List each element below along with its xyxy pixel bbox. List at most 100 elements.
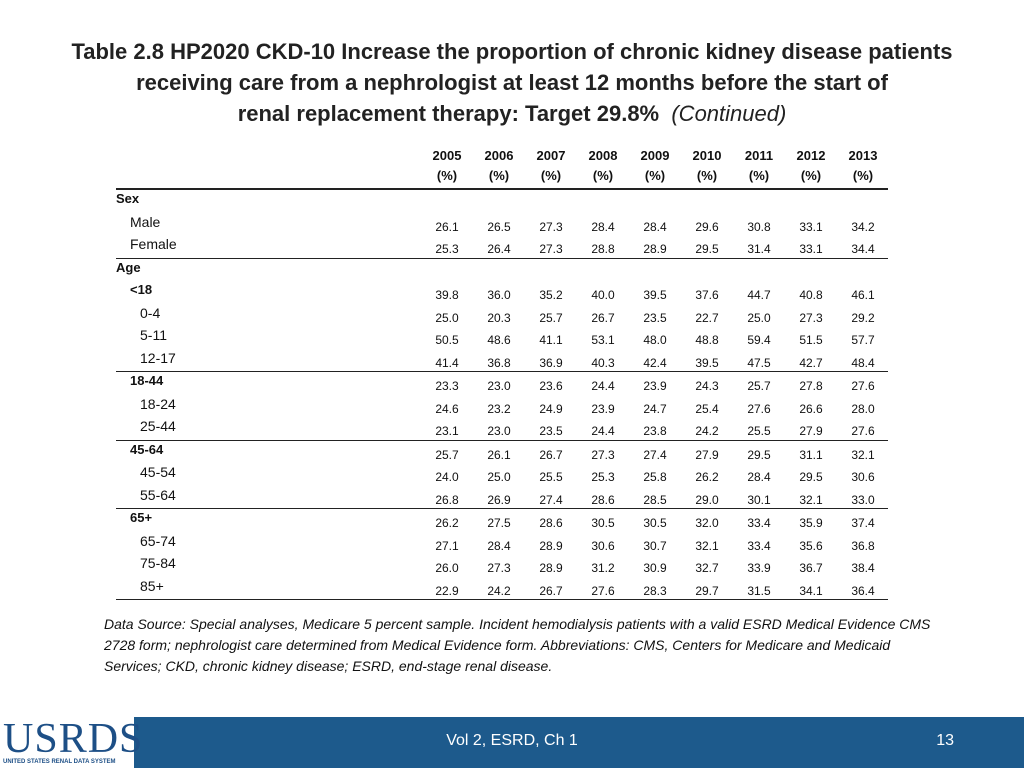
year-label: 2006 <box>484 148 514 163</box>
table-row: 25-44 23.1 23.0 23.5 24.4 23.8 24.2 25.5 27.9 27.… <box>116 417 888 440</box>
table-cell: 25.0 <box>435 310 459 325</box>
row-label: Sex <box>116 191 140 206</box>
row-label: 75-84 <box>140 555 176 571</box>
table-cell: 36.4 <box>851 583 875 598</box>
table-cell: 26.7 <box>591 310 615 325</box>
table-cell: 26.5 <box>487 219 511 234</box>
column-header: 2013 (%) <box>837 146 889 186</box>
table-cell: 34.4 <box>851 242 875 256</box>
table-cell: 27.3 <box>487 561 511 575</box>
table-cell: 48.0 <box>643 333 667 347</box>
year-label: 2011 <box>744 148 774 163</box>
table-cell: 30.5 <box>591 516 615 530</box>
year-label: 2007 <box>536 148 566 163</box>
table-cell: 48.6 <box>487 333 511 347</box>
row-label: Age <box>116 259 141 275</box>
unit-label: (%) <box>644 168 666 183</box>
table-cell: 32.1 <box>851 447 875 462</box>
table-cell: 36.0 <box>487 288 511 302</box>
table-cell: 59.4 <box>747 333 771 347</box>
table-cell: 31.4 <box>747 242 771 256</box>
column-header: 2009 (%) <box>629 146 681 186</box>
slide-title: Table 2.8 HP2020 CKD-10 Increase the pro… <box>40 36 984 129</box>
row-label: 85+ <box>140 577 164 594</box>
table-cell: 33.0 <box>851 492 875 507</box>
table-cell: 23.0 <box>487 379 511 393</box>
table-cell: 29.0 <box>695 492 719 507</box>
table-cell: 27.9 <box>799 424 823 438</box>
year-label: 2008 <box>588 148 618 163</box>
table-cell: 24.4 <box>591 424 615 438</box>
column-header: 2007 (%) <box>525 146 577 186</box>
table-cell: 26.4 <box>487 242 511 256</box>
table-cell: 27.8 <box>799 379 823 393</box>
table-cell: 22.7 <box>695 310 719 325</box>
table-cell: 28.4 <box>591 219 615 234</box>
table-row: 55-64 26.8 26.9 27.4 28.6 28.5 29.0 30.1 32.1 33.… <box>116 486 888 509</box>
table-cell: 32.1 <box>799 492 823 507</box>
table-cell: 26.6 <box>799 401 823 416</box>
table-cell: 33.1 <box>799 219 823 234</box>
table-cell: 25.7 <box>539 310 563 325</box>
table-cell: 25.7 <box>747 379 771 393</box>
year-label: 2009 <box>640 148 670 163</box>
table-cell: 42.4 <box>643 355 667 370</box>
table-cell: 30.9 <box>643 561 667 575</box>
unit-label: (%) <box>852 168 874 183</box>
page-number: 13 <box>936 732 954 749</box>
column-header: 2010 (%) <box>681 146 733 186</box>
table-cell: 35.2 <box>539 288 563 302</box>
table-cell: 30.5 <box>643 516 667 530</box>
year-label: 2012 <box>796 148 826 163</box>
table-cell: 42.7 <box>799 355 823 370</box>
table-cell: 30.6 <box>851 470 875 484</box>
table-cell: 29.5 <box>799 470 823 484</box>
table-cell: 26.1 <box>487 447 511 462</box>
table-cell: 23.6 <box>539 379 563 393</box>
table-cell: 47.5 <box>747 355 771 370</box>
table-cell: 29.5 <box>747 447 771 462</box>
table-cell: 33.9 <box>747 561 771 575</box>
table-cell: 23.5 <box>643 310 667 325</box>
table-row: 0-4 25.0 20.3 25.7 26.7 23.5 22.7 25.0 27.3 29.2 <box>116 304 888 327</box>
table-header: 2005 (%) 2006 (%) 2007 (%) 2008 (%) 2009 (%) 2010 (… <box>116 146 888 190</box>
unit-label: (%) <box>592 168 614 183</box>
row-label: 45-64 <box>130 441 164 457</box>
table-row: 12-17 41.4 36.8 36.9 40.3 42.4 39.5 47.5 42.7 48.… <box>116 349 888 372</box>
table-cell: 26.0 <box>435 561 459 575</box>
table-cell: 28.3 <box>643 583 667 598</box>
table-cell: 27.3 <box>539 242 563 256</box>
table-row: 75-84 26.0 27.3 28.9 31.2 30.9 32.7 33.9 36.7 38.… <box>116 554 888 577</box>
table-cell: 28.9 <box>643 242 667 256</box>
data-source-note: Data Source: Special analyses, Medicare … <box>104 616 931 674</box>
row-label: Male <box>130 213 161 230</box>
table-cell: 39.5 <box>643 288 667 302</box>
table-cell: 30.8 <box>747 219 771 234</box>
row-label: 65-74 <box>140 532 176 549</box>
table-cell: 25.0 <box>487 470 511 484</box>
year-label: 2013 <box>848 148 878 163</box>
table-row: <18 39.8 36.0 35.2 40.0 39.5 37.6 44.7 40.8 46.1 <box>116 281 888 304</box>
table-cell: 25.5 <box>539 470 563 484</box>
table-cell: 28.6 <box>539 516 563 530</box>
table-cell: 48.4 <box>851 355 875 370</box>
table-cell: 28.8 <box>591 242 615 256</box>
table-cell: 38.4 <box>851 561 875 575</box>
table-cell: 30.1 <box>747 492 771 507</box>
table-cell: 23.8 <box>643 424 667 438</box>
table-cell: 53.1 <box>591 333 615 347</box>
table-cell: 24.0 <box>435 470 459 484</box>
table-cell: 40.8 <box>799 288 823 302</box>
table-row: Female 25.3 26.4 27.3 28.8 28.9 29.5 31.4 33.1 34… <box>116 235 888 259</box>
table-cell: 41.4 <box>435 355 459 370</box>
table-cell: 34.2 <box>851 219 875 234</box>
table-cell: 23.9 <box>643 379 667 393</box>
table-cell: 23.1 <box>435 424 459 438</box>
logo-wordmark: USRDS <box>3 716 144 762</box>
logo-subtitle: UNITED STATES RENAL DATA SYSTEM <box>3 759 116 765</box>
table-cell: 26.9 <box>487 492 511 507</box>
table-cell: 27.6 <box>591 583 615 598</box>
table-cell: 50.5 <box>435 333 459 347</box>
table-cell: 29.5 <box>695 242 719 256</box>
table-row: 5-11 50.5 48.6 41.1 53.1 48.0 48.8 59.4 51.5 57.7 <box>116 326 888 349</box>
